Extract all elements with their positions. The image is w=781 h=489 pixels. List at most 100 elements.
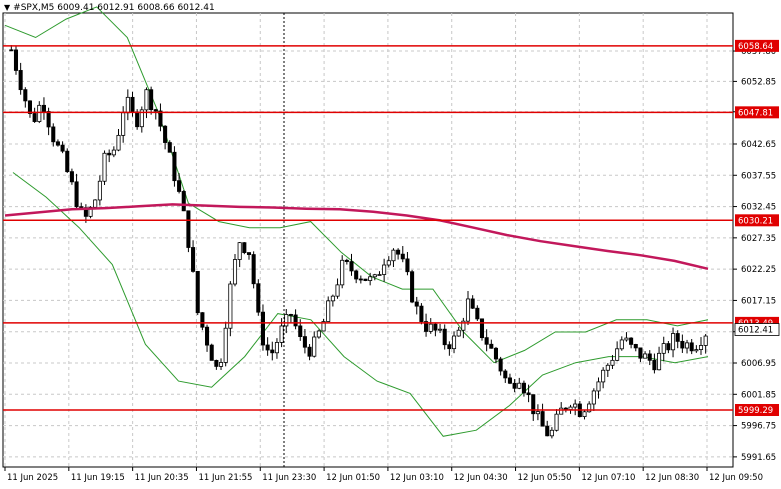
candle-body [643,353,648,359]
candle-body [260,311,266,346]
candle-body [414,301,419,307]
candle [521,380,526,397]
candle-body [288,314,293,316]
candle [540,403,545,427]
candle-body [545,425,550,437]
candle-body [135,111,140,128]
candle-body [270,349,275,354]
candle [321,318,326,332]
candle [396,248,401,260]
candle [582,410,587,420]
candle-body [419,305,424,322]
candle [349,253,354,276]
candle-body [330,295,335,302]
candle-body [526,392,531,396]
candle [493,346,499,364]
candle-body [326,300,331,322]
x-tick-label: 12 Jun 08:30 [645,473,699,483]
candle [405,252,410,276]
candle [55,139,60,147]
candle-body [107,152,112,156]
candle-body [549,429,554,437]
candle-body [172,151,177,182]
y-tick-label: 5991.65 [741,453,776,463]
candle-body [582,411,587,418]
x-tick-label: 11 Jun 19:15 [71,473,125,483]
candle [205,324,210,352]
candle [671,327,676,358]
candle [647,350,652,366]
candle-body [624,337,629,341]
candle-body [666,343,671,351]
candle-body [228,283,233,329]
candle [601,367,606,389]
candle [232,254,238,287]
candle [274,338,279,359]
candle [195,270,200,316]
candle [181,190,186,212]
candle-body [400,253,405,260]
level-label-text: 6047.81 [738,108,773,118]
candle-body [153,109,158,112]
candle [111,146,116,158]
candle [270,341,275,361]
candle [284,308,289,334]
candle [652,353,657,374]
y-tick-label: 5996.75 [741,422,776,432]
candle-body [498,358,503,372]
candle-body [591,390,596,405]
candle-body [97,180,102,201]
candle [605,363,610,377]
candle-body [65,150,70,173]
candle [172,146,177,187]
candle [18,62,23,95]
candle [209,343,214,361]
candle [433,323,438,337]
candle-body [671,333,676,351]
candle-body [517,382,522,389]
candle-body [191,247,196,272]
candle [410,269,415,304]
candle-body [186,210,191,248]
candle-body [372,274,377,278]
candle [242,242,247,255]
candle-body [368,276,373,281]
candle-body [60,144,65,152]
candle-body [293,314,298,327]
candle [256,279,261,316]
candle-body [242,242,247,253]
candle-body [605,364,610,371]
candle-body [647,353,652,361]
candle-body [354,270,359,280]
candle-body [312,336,317,357]
candle [517,377,522,390]
x-tick-label: 11 Jun 20:35 [135,473,189,483]
candle-body [424,321,429,332]
x-tick-label: 11 Jun 23:30 [262,473,316,483]
candle [456,326,461,337]
candle-body [363,278,368,281]
candle-body [652,359,657,371]
candle-body [559,407,564,415]
candle-body [321,321,326,332]
x-tick-label: 11 Jun 2025 [7,473,58,483]
candle-body [465,298,471,322]
candle-body [23,89,28,102]
candle-body [386,260,391,266]
candle-body [74,181,79,208]
candle [610,355,615,369]
candle-body [9,49,14,52]
symbol-ohlc-text: #SPX,M5 6009.41 6012.91 6008.66 6012.41 [13,3,215,13]
candle-body [680,340,685,349]
current-price-tag [734,323,780,336]
candle [549,427,554,439]
candle [158,103,163,132]
level-label-box [735,404,779,417]
candle-body [251,254,256,285]
level-label-box [735,214,779,227]
dropdown-triangle-icon[interactable]: ▼ [4,3,11,12]
candle-body [535,411,540,415]
candle [214,359,219,370]
